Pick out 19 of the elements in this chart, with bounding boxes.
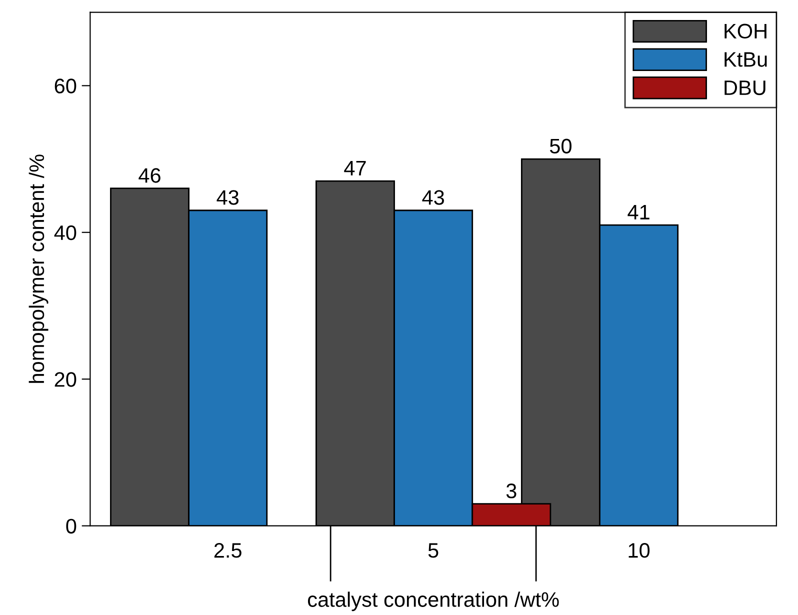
y-axis-title: homopolymer content /% [28, 154, 48, 383]
y-tick-label: 60 [54, 78, 76, 94]
x-tick-label: 2.5 [214, 543, 242, 558]
y-tick-label: 40 [54, 225, 76, 240]
legend-label: KtBu [724, 52, 767, 67]
y-tick-label: 20 [54, 372, 76, 387]
data-label: 50 [550, 138, 572, 154]
data-label: 46 [138, 168, 160, 183]
data-label: 43 [216, 190, 239, 205]
data-label: 43 [422, 190, 444, 205]
legend-label: KOH [724, 24, 766, 39]
x-tick-label: 5 [428, 543, 438, 558]
y-tick-label: 0 [66, 518, 76, 534]
legend-label: DBU [724, 80, 766, 96]
data-label: 3 [506, 484, 516, 498]
x-tick-label: 10 [628, 543, 650, 558]
x-axis-title: catalyst concentration /wt% [308, 592, 559, 612]
data-label: 41 [628, 205, 650, 220]
data-label: 47 [344, 160, 366, 176]
